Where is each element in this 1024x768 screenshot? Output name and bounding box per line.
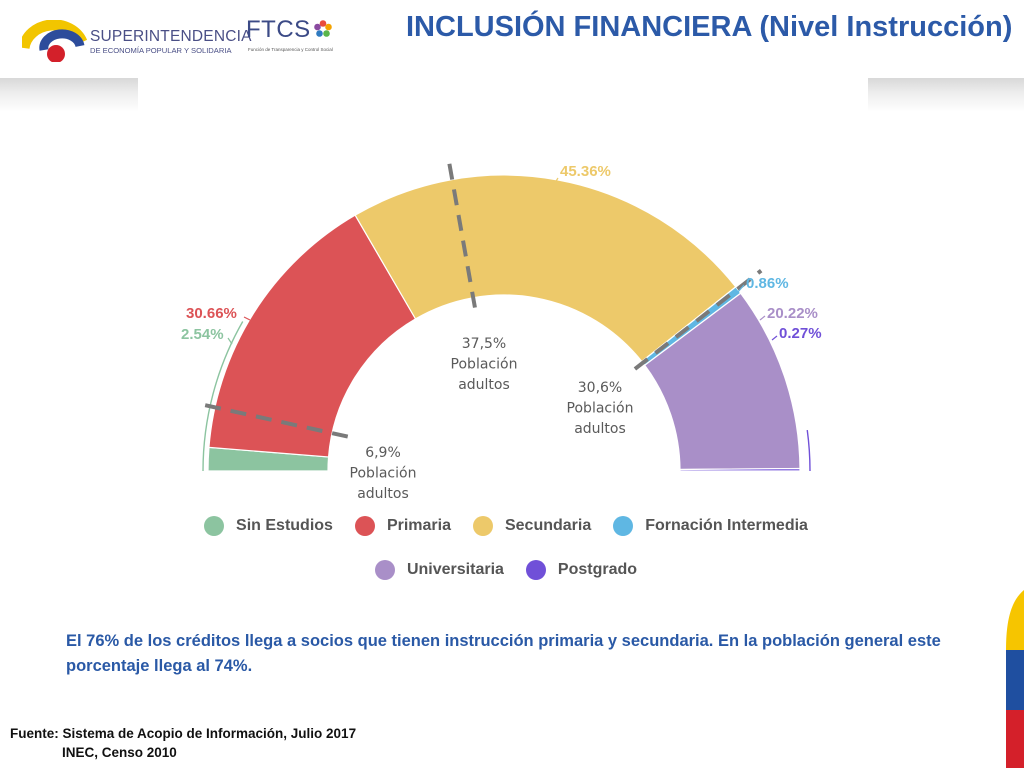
chart-legend-row-2: Universitaria Postgrado (196, 560, 816, 580)
legend-item-sin-estudios: Sin Estudios (204, 516, 333, 536)
chart-legend-row-1: Sin Estudios Primaria Secundaria Fornación … (196, 516, 816, 536)
leader-universitaria (759, 315, 766, 321)
leader-postgrado (771, 335, 778, 341)
legend-item-universitaria: Universitaria (374, 560, 504, 580)
leader-primaria (243, 316, 251, 321)
postgrado-ring (806, 429, 811, 472)
label-sin-estudios: 2.54% (181, 326, 224, 343)
superintendencia-logo: SUPERINTENDENCIA DE ECONOMÍA POPULAR Y S… (22, 14, 251, 70)
legend-swatch (472, 516, 493, 536)
label-fornacion-intermedia: 0.86% (746, 275, 789, 292)
legend-label: Sin Estudios (236, 517, 333, 534)
legend-swatch (374, 560, 395, 580)
legend-label: Secundaria (504, 517, 592, 534)
population-annotation-1: 6,9% Población adultos (350, 445, 417, 502)
legend-label: Fornación Intermedia (645, 517, 808, 534)
ftcs-flower-icon (314, 20, 332, 37)
ecuador-flag-icon (1006, 590, 1024, 768)
label-primaria: 30.66% (186, 305, 237, 322)
sin-estudios-ring (202, 321, 244, 472)
summary-note: El 76% de los créditos llega a socios qu… (66, 632, 941, 675)
source-line-2: INEC, Censo 2010 (62, 745, 177, 760)
leader-secundaria (552, 177, 559, 187)
legend-swatch (613, 516, 634, 536)
population-annotation-2: 37,5% Población adultos (451, 336, 518, 393)
label-universitaria: 20.22% (767, 305, 818, 322)
slice-postgrado (679, 467, 801, 472)
source-citation: Fuente: Sistema de Acopio de Información… (10, 724, 356, 762)
org-name: SUPERINTENDENCIA (90, 28, 252, 45)
legend-item-postgrado: Postgrado (525, 560, 638, 580)
slice-secundaria (354, 174, 737, 363)
ftcs-logo: FTCS Función de Transparencia y Control … (246, 14, 341, 58)
ftcs-subtitle: Función de Transparencia y Control Socia… (248, 47, 333, 52)
legend-label: Primaria (386, 517, 451, 534)
population-divider-3 (633, 269, 763, 371)
legend-swatch (354, 516, 375, 536)
org-subtitle: DE ECONOMÍA POPULAR Y SOLIDARIA (90, 46, 232, 55)
legend-label: Universitaria (406, 561, 504, 578)
population-annotation-3: 30,6% Población adultos (567, 380, 634, 437)
header-shadow-left (0, 78, 138, 112)
legend-item-primaria: Primaria (354, 516, 451, 536)
label-postgrado: 0.27% (779, 325, 822, 342)
source-line-1: Fuente: Sistema de Acopio de Información… (10, 726, 357, 741)
leader-fornacion-intermedia (737, 284, 745, 293)
header-shadow-right (868, 78, 1024, 112)
legend-item-secundaria: Secundaria (472, 516, 592, 536)
legend-item-fornacion-intermedia: Fornación Intermedia (613, 516, 808, 536)
label-secundaria: 45.36% (560, 163, 611, 180)
legend-swatch (204, 516, 225, 536)
logo-arcs-icon (22, 20, 88, 62)
leader-sin-estudios (227, 337, 233, 345)
legend-swatch (525, 560, 546, 580)
ftcs-name: FTCS (246, 16, 311, 43)
legend-label: Postgrado (557, 561, 638, 578)
page-title: INCLUSIÓN FINANCIERA (Nivel Instrucción) (406, 11, 1013, 43)
